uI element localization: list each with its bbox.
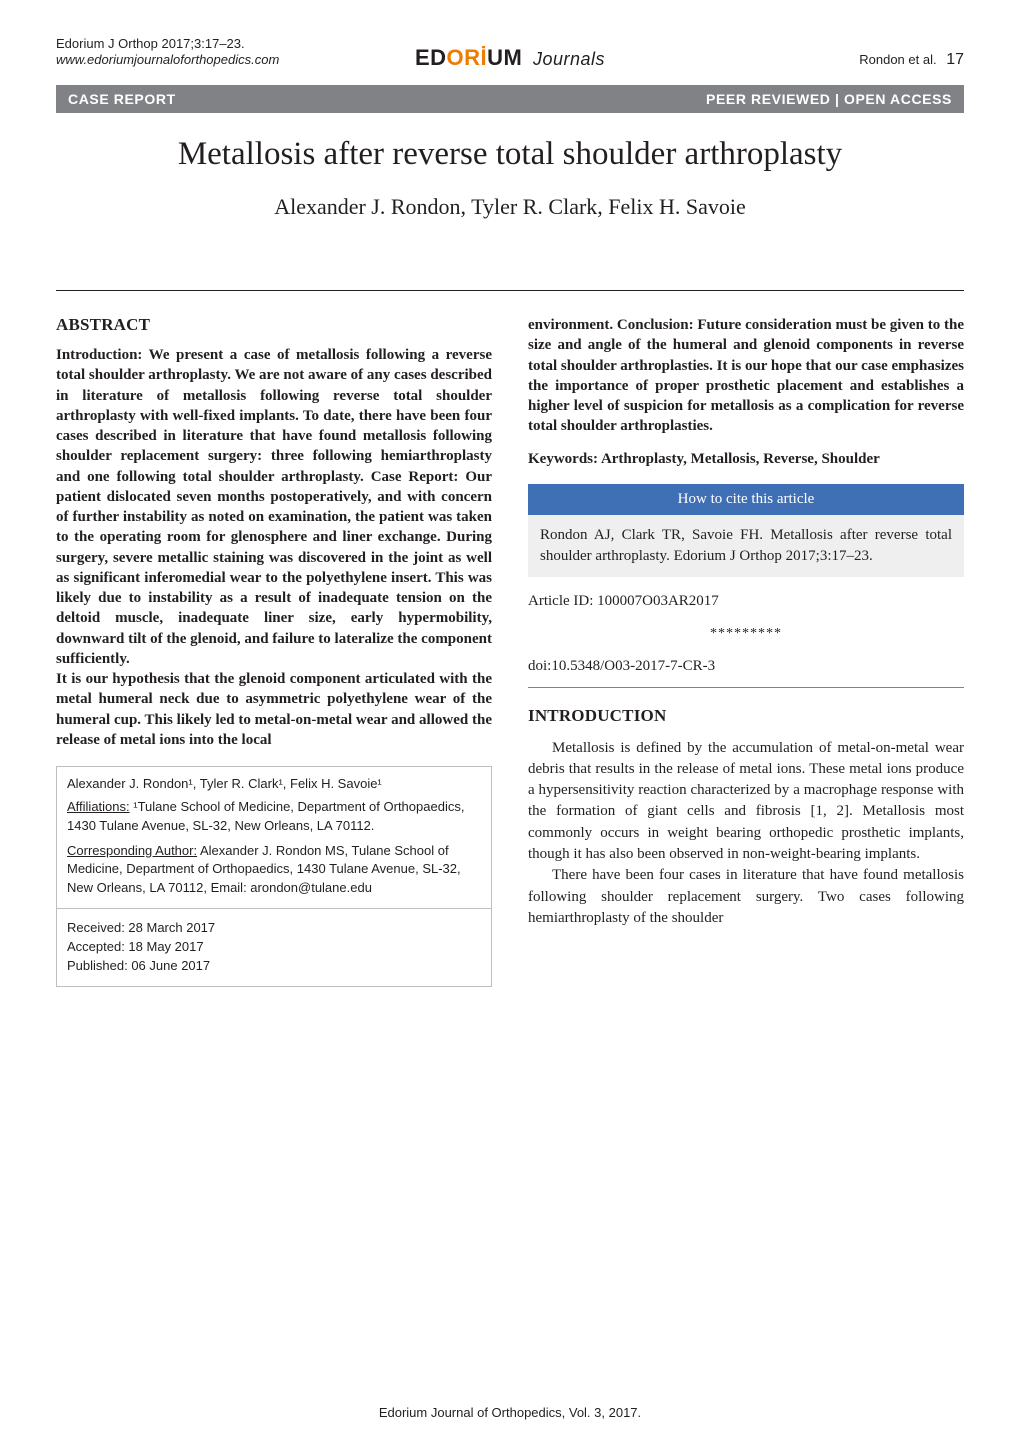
article-id-label: Article ID:	[528, 593, 593, 609]
infobox-correspondence: Corresponding Author: Alexander J. Rondo…	[67, 842, 481, 899]
article-title: Metallosis after reverse total shoulder …	[56, 135, 964, 175]
journal-citation: Edorium J Orthop 2017;3:17–23.	[56, 36, 245, 51]
how-to-cite-box: How to cite this article Rondon AJ, Clar…	[528, 484, 964, 577]
article-id-line: Article ID: 100007O03AR2017	[528, 593, 964, 610]
keywords: Keywords: Arthroplasty, Metallosis, Reve…	[528, 451, 964, 468]
keywords-label: Keywords:	[528, 451, 598, 467]
infobox-affiliations: Affiliations: ¹Tulane School of Medicine…	[67, 798, 481, 836]
author-info-box: Alexander J. Rondon¹, Tyler R. Clark¹, F…	[56, 766, 492, 987]
infobox-authors: Alexander J. Rondon¹, Tyler R. Clark¹, F…	[67, 775, 481, 794]
header-right: Rondon et al. 17	[859, 51, 964, 69]
correspondence-label: Corresponding Author:	[67, 843, 197, 858]
introduction-body: Metallosis is defined by the accumulatio…	[528, 738, 964, 930]
abstract-para-1: Introduction: We present a case of metal…	[56, 345, 492, 669]
left-column: ABSTRACT Introduction: We present a case…	[56, 315, 492, 987]
section-rule	[528, 687, 964, 688]
infobox-divider	[57, 908, 491, 909]
abstract-body: Introduction: We present a case of metal…	[56, 345, 492, 750]
brand-part-um: UM	[487, 45, 522, 70]
received-date: Received: 28 March 2017	[67, 919, 481, 938]
journal-url: www.edoriumjournaloforthopedics.com	[56, 52, 279, 68]
published-date: Published: 06 June 2017	[67, 957, 481, 976]
separator-stars: *********	[528, 626, 964, 642]
article-id: 100007O03AR2017	[597, 593, 719, 609]
intro-para-2: There have been four cases in literature…	[528, 865, 964, 929]
brand-journals: Journals	[533, 49, 605, 69]
brand-part-ed: ED	[415, 45, 447, 70]
introduction-heading: INTRODUCTION	[528, 706, 964, 726]
doi: doi:10.5348/O03-2017-7-CR-3	[528, 658, 964, 675]
article-type-bar: CASE REPORT PEER REVIEWED | OPEN ACCESS	[56, 85, 964, 113]
two-column-body: ABSTRACT Introduction: We present a case…	[56, 315, 964, 987]
keywords-text: Arthroplasty, Metallosis, Reverse, Shoul…	[601, 451, 880, 467]
cite-text: Rondon AJ, Clark TR, Savoie FH. Metallos…	[528, 515, 964, 577]
affiliations-label: Affiliations:	[67, 799, 130, 814]
header-left: Edorium J Orthop 2017;3:17–23. www.edori…	[56, 36, 279, 69]
page-number: 17	[946, 51, 964, 68]
title-rule	[56, 290, 964, 291]
accepted-date: Accepted: 18 May 2017	[67, 938, 481, 957]
cite-heading: How to cite this article	[528, 484, 964, 515]
abstract-para-2: It is our hypothesis that the glenoid co…	[56, 669, 492, 750]
abstract-continued: environment. Conclusion: Future consider…	[528, 315, 964, 437]
abstract-para-3: environment. Conclusion: Future consider…	[528, 315, 964, 437]
bar-left: CASE REPORT	[68, 91, 176, 107]
page-footer: Edorium Journal of Orthopedics, Vol. 3, …	[0, 1405, 1020, 1420]
author-list: Alexander J. Rondon, Tyler R. Clark, Fel…	[56, 194, 964, 220]
abstract-heading: ABSTRACT	[56, 315, 492, 335]
intro-para-1: Metallosis is defined by the accumulatio…	[528, 738, 964, 866]
authors-short: Rondon et al.	[859, 52, 936, 67]
brand-part-ori: ORİ	[447, 45, 488, 70]
right-column: environment. Conclusion: Future consider…	[528, 315, 964, 987]
bar-right: PEER REVIEWED | OPEN ACCESS	[706, 91, 952, 107]
